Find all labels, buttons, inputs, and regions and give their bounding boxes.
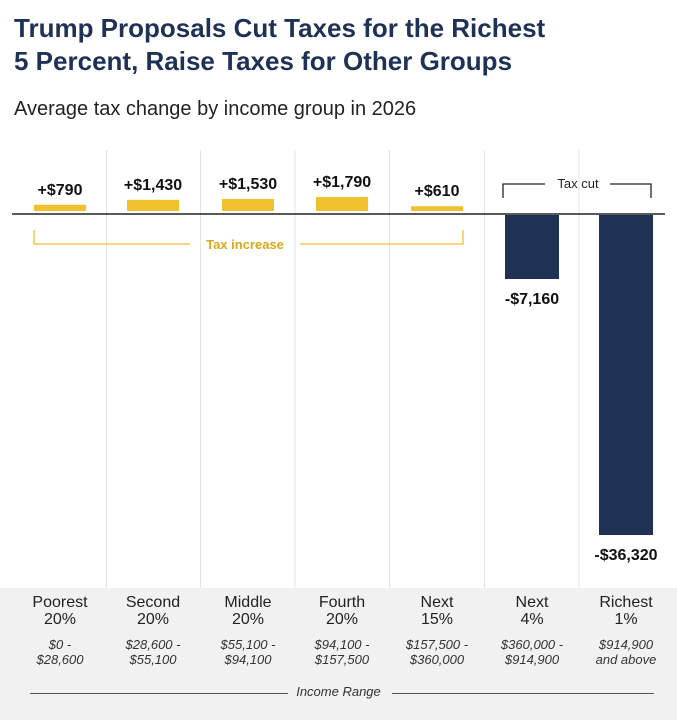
tax-cut-label: Tax cut [557, 176, 599, 191]
tax-increase-label: Tax increase [206, 237, 284, 252]
tax-cut-bracket-left [502, 183, 545, 198]
bar-1 [34, 204, 86, 211]
group-percent: 20% [325, 611, 359, 628]
bar-2 [127, 199, 179, 211]
income-range-line-right [392, 693, 654, 694]
bar-7 [599, 215, 653, 535]
group-name: Second [125, 594, 181, 611]
title-line-1: Trump Proposals Cut Taxes for the Riches… [14, 13, 546, 43]
group-income-range: $360,000 - $914,900 [500, 637, 564, 667]
value-label: +$1,530 [219, 176, 277, 193]
income-range-label: Income Range [0, 684, 677, 699]
group-percent: 15% [420, 611, 454, 628]
group-percent: 1% [614, 611, 638, 628]
group-name: Next [420, 594, 454, 611]
income-group: Poorest 20% $0 - $28,600 [12, 594, 108, 667]
chart-title: Trump Proposals Cut Taxes for the Riches… [14, 12, 664, 79]
group-name: Poorest [32, 594, 88, 611]
group-percent: 20% [231, 611, 265, 628]
income-group: Fourth 20% $94,100 - $157,500 [294, 594, 390, 667]
value-label: +$1,790 [313, 174, 371, 191]
tax-change-bar-chart: +$790 +$1,430 +$1,530 +$1,790 +$610 -$7,160 -$… [12, 150, 665, 588]
group-income-range: $55,100 - $94,100 [220, 637, 276, 667]
value-label: +$610 [415, 183, 460, 200]
value-label: -$7,160 [505, 291, 559, 308]
group-name: Middle [224, 594, 272, 611]
group-percent: 4% [520, 611, 544, 628]
bar-5 [411, 206, 463, 211]
group-name: Richest [599, 594, 653, 611]
group-name: Next [515, 594, 549, 611]
bar-6 [505, 215, 559, 279]
value-label: -$36,320 [594, 547, 657, 564]
value-label: +$1,430 [124, 177, 182, 194]
group-income-range: $0 - $28,600 [36, 637, 84, 667]
group-income-range: $914,900 and above [595, 637, 657, 667]
income-range-line-left [30, 693, 288, 694]
income-group: Second 20% $28,600 - $55,100 [105, 594, 201, 667]
chart-subtitle: Average tax change by income group in 20… [14, 98, 417, 120]
tax-increase-bracket-left [33, 230, 190, 245]
tax-cut-bracket-right [610, 183, 652, 198]
income-group: Middle 20% $55,100 - $94,100 [200, 594, 296, 667]
bar-3 [222, 199, 274, 211]
value-label: +$790 [38, 182, 83, 199]
group-name: Fourth [318, 594, 366, 611]
group-income-range: $94,100 - $157,500 [314, 637, 370, 667]
income-group: Next 15% $157,500 - $360,000 [389, 594, 485, 667]
group-income-range: $157,500 - $360,000 [405, 637, 469, 667]
income-group: Richest 1% $914,900 and above [578, 594, 674, 667]
title-line-2: 5 Percent, Raise Taxes for Other Groups [14, 46, 513, 77]
tax-increase-bracket-right [300, 230, 464, 245]
group-percent: 20% [136, 611, 170, 628]
group-income-range: $28,600 - $55,100 [125, 637, 181, 667]
income-group: Next 4% $360,000 - $914,900 [484, 594, 580, 667]
bar-4 [316, 197, 368, 211]
group-percent: 20% [43, 611, 77, 628]
